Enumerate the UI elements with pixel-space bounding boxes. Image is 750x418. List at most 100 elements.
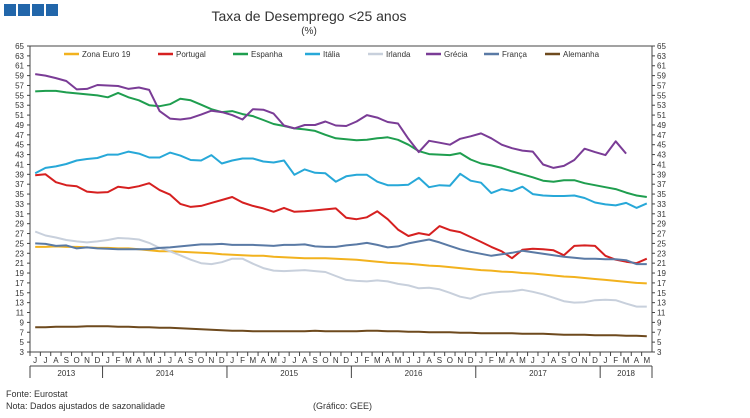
y-tick-label-right: 13 (657, 299, 666, 308)
source-note: Fonte: Eurostat (6, 389, 68, 399)
x-year-label: 2018 (617, 369, 635, 378)
x-month-label: M (125, 356, 132, 365)
x-month-label: F (240, 356, 245, 365)
y-tick-label-left: 25 (15, 239, 24, 248)
y-tick-label-left: 47 (15, 131, 24, 140)
y-tick-label-right: 3 (657, 348, 662, 357)
x-month-label: S (312, 356, 317, 365)
x-month-label: M (395, 356, 402, 365)
y-tick-label-left: 27 (15, 230, 24, 239)
y-tick-label-right: 41 (657, 160, 666, 169)
x-month-label: A (178, 356, 184, 365)
y-tick-label-right: 33 (657, 200, 666, 209)
series-line (34, 230, 647, 308)
series-lines (34, 73, 648, 338)
x-month-label: J (292, 356, 296, 365)
x-month-label: S (188, 356, 193, 365)
x-month-label: M (498, 356, 505, 365)
x-month-label: A (53, 356, 59, 365)
y-tick-label-right: 45 (657, 141, 666, 150)
x-month-label: J (603, 356, 607, 365)
y-tick-label-right: 61 (657, 62, 666, 71)
y-tick-label-left: 55 (15, 91, 24, 100)
x-month-label: J (44, 356, 48, 365)
legend-label: Grécia (444, 50, 468, 59)
x-month-label: N (457, 356, 463, 365)
x-month-label: D (468, 356, 474, 365)
chart-subtitle: (%) (301, 26, 317, 37)
y-tick-label-right: 17 (657, 279, 666, 288)
legend-label: França (502, 50, 527, 59)
y-tick-label-right: 65 (657, 42, 666, 51)
y-tick-label-left: 65 (15, 42, 24, 51)
y-axis-right: 3579111315171921232527293133353739414345… (652, 42, 666, 357)
plot-frame (29, 45, 653, 353)
x-month-label: F (364, 356, 369, 365)
y-tick-label-right: 7 (657, 328, 662, 337)
legend-label: Irlanda (386, 50, 411, 59)
y-tick-label-right: 37 (657, 180, 666, 189)
y-tick-label-right: 15 (657, 289, 666, 298)
y-tick-label-right: 35 (657, 190, 666, 199)
y-tick-label-right: 27 (657, 230, 666, 239)
legend: Zona Euro 19 Portugal Espanha Itália Irlanda… (64, 50, 600, 59)
x-month-label: A (385, 356, 391, 365)
logo (4, 4, 58, 16)
x-month-label: J (531, 356, 535, 365)
x-month-label: S (437, 356, 442, 365)
x-year-label: 2014 (156, 369, 174, 378)
legend-label: Espanha (251, 50, 283, 59)
x-month-label: O (322, 356, 328, 365)
x-month-label: M (623, 356, 630, 365)
x-month-label: D (94, 356, 100, 365)
series-line (35, 325, 647, 338)
y-tick-label-right: 49 (657, 121, 666, 130)
y-axis-left: 3579111315171921232527293133353739414345… (15, 42, 30, 357)
adjustment-note: Nota: Dados ajustados de sazonalidade (6, 401, 165, 411)
series-line (35, 73, 627, 169)
y-tick-label-left: 51 (15, 111, 24, 120)
y-tick-label-left: 35 (15, 190, 24, 199)
x-month-label: J (168, 356, 172, 365)
x-month-label: F (489, 356, 494, 365)
x-month-label: N (582, 356, 588, 365)
x-month-label: A (426, 356, 432, 365)
y-tick-label-right: 31 (657, 210, 666, 219)
x-month-label: M (146, 356, 153, 365)
x-month-label: F (116, 356, 121, 365)
x-month-label: N (84, 356, 90, 365)
y-tick-label-left: 57 (15, 81, 24, 90)
y-tick-label-left: 31 (15, 210, 24, 219)
y-tick-label-right: 19 (657, 269, 666, 278)
y-tick-label-left: 45 (15, 141, 24, 150)
legend-label: Zona Euro 19 (82, 50, 131, 59)
x-month-label: D (219, 356, 225, 365)
x-month-label: A (261, 356, 267, 365)
y-tick-label-right: 53 (657, 101, 666, 110)
x-month-label: J (479, 356, 483, 365)
x-year-label: 2017 (529, 369, 547, 378)
y-tick-label-left: 61 (15, 62, 24, 71)
x-month-label: M (643, 356, 650, 365)
legend-label: Itália (323, 50, 340, 59)
y-tick-label-left: 33 (15, 200, 24, 209)
y-tick-label-right: 9 (657, 318, 662, 327)
y-tick-label-left: 9 (20, 318, 25, 327)
x-month-label: O (198, 356, 204, 365)
x-month-label: J (417, 356, 421, 365)
y-tick-label-left: 21 (15, 259, 24, 268)
x-month-label: A (509, 356, 515, 365)
y-tick-label-left: 53 (15, 101, 24, 110)
y-tick-label-right: 11 (657, 309, 666, 318)
y-tick-label-left: 63 (15, 52, 24, 61)
y-tick-label-left: 49 (15, 121, 24, 130)
x-month-label: J (282, 356, 286, 365)
x-month-label: O (571, 356, 577, 365)
y-tick-label-right: 5 (657, 338, 662, 347)
y-tick-label-left: 5 (20, 338, 25, 347)
y-tick-label-left: 39 (15, 170, 24, 179)
x-month-label: J (541, 356, 545, 365)
y-tick-label-right: 25 (657, 239, 666, 248)
y-tick-label-left: 3 (20, 348, 25, 357)
